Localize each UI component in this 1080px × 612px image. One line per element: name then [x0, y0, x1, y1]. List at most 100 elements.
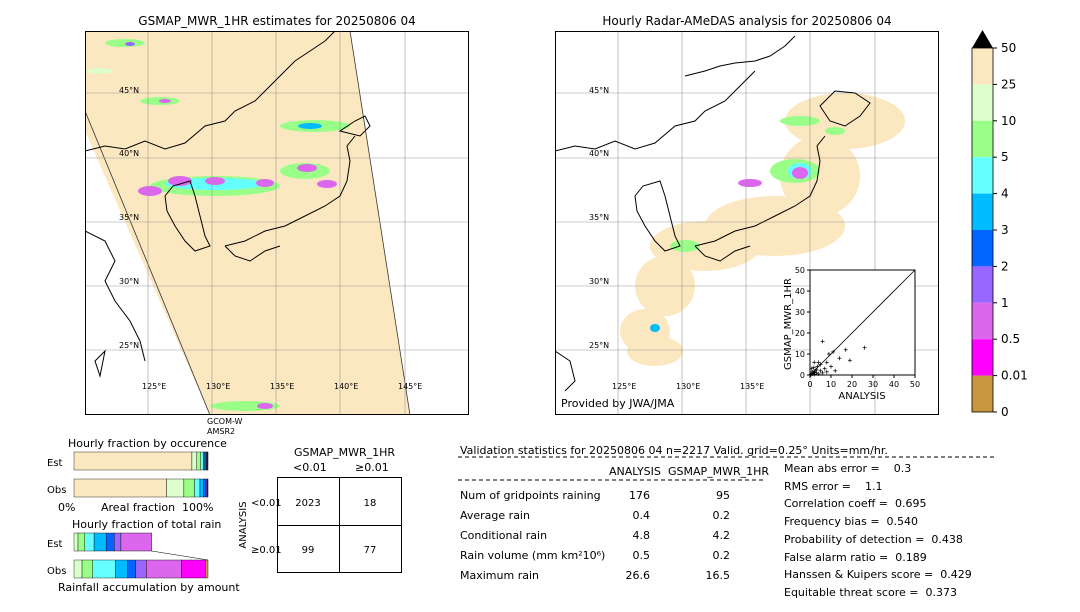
bar-segment	[203, 478, 206, 498]
lon-label: 140°E	[334, 382, 358, 391]
right-lon-labels: 125°E 130°E 135°E	[612, 382, 764, 391]
lon-label: 130°E	[676, 382, 700, 391]
score-line: Frequency bias = 0.540	[784, 515, 919, 529]
colorbar-label: 3	[1001, 223, 1009, 237]
scatter-point	[814, 367, 819, 372]
scatter-point	[843, 347, 848, 352]
bar-segment	[204, 451, 207, 471]
score-line: Correlation coeff = 0.695	[784, 497, 927, 511]
occurrence-xlabel: Areal fraction	[101, 501, 176, 514]
colorbar-segment	[972, 266, 993, 303]
stat-analysis-value: 176	[629, 489, 650, 502]
colorbar-label: 1	[1001, 296, 1009, 310]
rain-field-analysis	[650, 116, 845, 332]
scatter-point	[829, 364, 833, 369]
stat-analysis-value: 0.5	[632, 549, 651, 562]
stat-gsmap-value: 16.5	[705, 569, 731, 582]
occurrence-x-left: 0%	[58, 501, 76, 514]
scatter-point	[811, 365, 816, 370]
bar-segment	[196, 451, 201, 471]
bar-segment	[180, 559, 206, 579]
rain-fraction-title: Hourly fraction of total rain	[72, 518, 222, 531]
colorbar-label: 50	[1001, 41, 1016, 55]
lat-label: 45°N	[119, 86, 139, 95]
lon-label: 145°E	[398, 382, 422, 391]
left-lat-labels: 45°N 40°N 35°N 30°N 25°N	[119, 86, 139, 350]
score-line: Probability of detection = 0.438	[784, 532, 963, 546]
scatter-plot: 0 10 20 30 40 50 0 10 20 30 40 50 ANALYSIS GSMAP_MW…	[783, 266, 920, 402]
contingency-col-0: <0.01	[293, 461, 327, 474]
bar-segment	[115, 559, 128, 579]
lon-label: 125°E	[612, 382, 636, 391]
colorbar-label: 10	[1001, 114, 1016, 128]
scatter-ylabel: GSMAP_MWR_1HR	[783, 278, 794, 370]
lon-label: 130°E	[206, 382, 230, 391]
colorbar-label: 0.01	[1001, 369, 1028, 383]
colorbar-label: 0.5	[1001, 332, 1020, 346]
scatter-point	[818, 362, 823, 367]
stat-label: Rain volume (mm km²10⁶)	[460, 549, 606, 562]
stat-analysis-value: 0.4	[632, 509, 651, 522]
score-line: Equitable threat score = 0.373	[784, 585, 957, 599]
lat-label: 25°N	[589, 341, 609, 350]
stat-gsmap-value: 95	[716, 489, 730, 502]
scatter-xtick: 50	[910, 380, 920, 389]
scatter-point	[812, 360, 817, 365]
scatter-xlabel: ANALYSIS	[838, 391, 885, 402]
scatter-xtick: 10	[826, 380, 836, 389]
scatter-ytick: 0	[800, 371, 805, 380]
stat-label: Conditional rain	[460, 529, 548, 542]
coastline	[85, 31, 371, 378]
bar-segment	[127, 559, 136, 579]
colorbar-segment	[972, 48, 993, 85]
bar-segment	[166, 478, 185, 498]
bar-segment	[194, 478, 201, 498]
bar-segment	[205, 478, 207, 498]
lat-label: 40°N	[119, 149, 139, 158]
score-line: Mean abs error = 0.3	[784, 462, 912, 475]
validation-header: Validation statistics for 20250806 04 n=…	[460, 444, 888, 457]
lat-label: 30°N	[119, 277, 139, 286]
scatter-point	[833, 368, 838, 373]
scatter-point	[816, 360, 821, 365]
scatter-point	[824, 369, 829, 374]
scatter-point	[812, 372, 817, 377]
occurrence-title: Hourly fraction by occurence	[68, 437, 227, 450]
bar-segment	[93, 532, 107, 552]
category-obs: Obs	[47, 566, 66, 577]
scatter-point	[816, 371, 821, 376]
category-est: Est	[47, 458, 63, 469]
score-line: RMS error = 1.1	[784, 479, 883, 493]
rain-fraction-chart: Est Obs	[47, 532, 209, 579]
lon-label: 135°E	[740, 382, 764, 391]
category-est: Est	[47, 539, 63, 550]
scatter-xtick: 0	[807, 380, 812, 389]
satellite-label-1: GCOM-W	[207, 417, 243, 426]
left-map-title: GSMAP_MWR_1HR estimates for 20250806 04	[138, 14, 416, 28]
stat-analysis-value: 4.8	[632, 529, 651, 542]
right-lat-labels: 45°N 40°N 35°N 30°N 25°N	[589, 86, 609, 350]
colorbar-label: 25	[1001, 77, 1016, 91]
colorbar-segment	[972, 157, 993, 194]
contingency-col-1: ≥0.01	[355, 461, 389, 474]
scatter-point	[809, 366, 814, 371]
scatter-ytick: 40	[795, 287, 805, 296]
stat-gsmap-value: 0.2	[712, 509, 731, 522]
col-analysis: ANALYSIS	[609, 465, 661, 478]
occurrence-x-right: 100%	[182, 501, 214, 514]
colorbar-segment	[972, 193, 993, 230]
cell-tn: 2023	[295, 498, 320, 509]
scatter-point	[818, 368, 823, 373]
scatter-point	[812, 370, 817, 375]
bar-segment	[199, 478, 204, 498]
bar-segment	[205, 559, 209, 579]
contingency-title: GSMAP_MWR_1HR	[294, 446, 396, 459]
scatter-xtick: 40	[889, 380, 899, 389]
lon-label: 135°E	[270, 382, 294, 391]
bar-segment	[202, 451, 205, 471]
scatter-point	[822, 366, 827, 371]
bar-segment	[120, 532, 152, 552]
scatter-point	[847, 358, 852, 363]
contingency-table: 2023 18 99 77 <0.01 ≥0.01 ANALYSIS	[238, 477, 402, 573]
row-label-1: ≥0.01	[251, 545, 282, 556]
